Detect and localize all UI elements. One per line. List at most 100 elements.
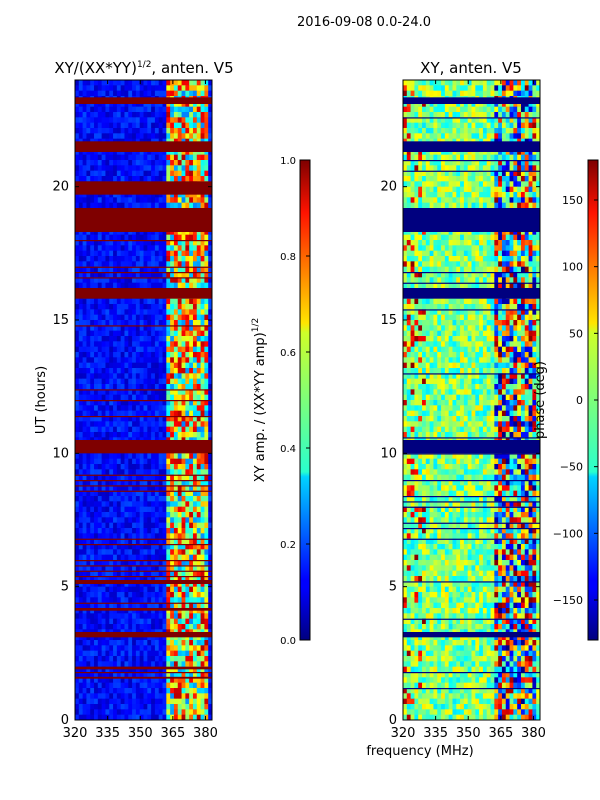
heatmap-cell bbox=[94, 672, 99, 678]
heatmap-cell bbox=[132, 357, 137, 364]
heatmap-cell bbox=[189, 698, 194, 705]
heatmap-cell bbox=[196, 688, 201, 694]
heatmap-cell bbox=[139, 250, 144, 257]
heatmap-cell bbox=[97, 426, 103, 433]
heatmap-cell bbox=[192, 656, 198, 662]
heatmap-cell bbox=[177, 229, 182, 236]
heatmap-cell bbox=[75, 352, 80, 358]
heatmap-cell bbox=[158, 80, 163, 86]
heatmap-cell bbox=[196, 474, 201, 481]
heatmap-cell bbox=[132, 192, 137, 198]
heatmap-cell bbox=[433, 154, 438, 161]
heatmap-cell bbox=[177, 405, 182, 412]
heatmap-cell bbox=[173, 474, 179, 481]
heatmap-cell bbox=[113, 240, 118, 246]
heatmap-cell bbox=[196, 256, 201, 262]
heatmap-cell bbox=[208, 170, 213, 177]
heatmap-cell bbox=[132, 522, 137, 529]
heatmap-cell bbox=[185, 85, 190, 92]
heatmap-cell bbox=[82, 320, 87, 326]
heatmap-cell bbox=[181, 245, 186, 252]
heatmap-cell bbox=[109, 474, 114, 481]
heatmap-cell bbox=[414, 90, 419, 97]
heatmap-cell bbox=[109, 682, 114, 689]
heatmap-cell bbox=[139, 634, 144, 641]
heatmap-cell bbox=[177, 117, 182, 124]
heatmap-cell bbox=[97, 362, 103, 369]
heatmap-cell bbox=[501, 154, 507, 161]
heatmap-cell bbox=[120, 229, 125, 236]
heatmap-cell bbox=[425, 112, 431, 118]
heatmap-cell bbox=[86, 128, 91, 134]
heatmap-cell bbox=[120, 304, 125, 310]
heatmap-cell bbox=[116, 405, 122, 412]
heatmap-cell bbox=[132, 592, 137, 598]
heatmap-cell bbox=[120, 389, 125, 396]
heatmap-cell bbox=[135, 90, 141, 97]
heatmap-cell bbox=[90, 522, 95, 529]
heatmap-cell bbox=[105, 677, 110, 684]
heatmap-cell bbox=[403, 154, 408, 161]
heatmap-cell bbox=[120, 586, 125, 593]
heatmap-cell bbox=[196, 85, 201, 92]
heatmap-cell bbox=[135, 336, 141, 342]
heatmap-cell bbox=[452, 160, 457, 166]
heatmap-cell bbox=[97, 474, 103, 481]
heatmap-cell bbox=[185, 197, 190, 204]
heatmap-cell bbox=[120, 570, 125, 577]
heatmap-cell bbox=[147, 80, 152, 86]
heatmap-cell bbox=[441, 117, 446, 124]
heatmap-cell bbox=[143, 394, 148, 401]
heatmap-cell bbox=[143, 202, 148, 209]
heatmap-cell bbox=[113, 197, 118, 204]
heatmap-cell bbox=[143, 106, 148, 113]
heatmap-cell bbox=[90, 458, 95, 465]
heatmap-cell bbox=[166, 645, 171, 652]
heatmap-cell bbox=[132, 389, 137, 396]
heatmap-cell bbox=[208, 624, 213, 630]
heatmap-cell bbox=[196, 117, 201, 124]
heatmap-cell bbox=[520, 149, 526, 156]
heatmap-cell bbox=[132, 677, 137, 684]
heatmap-cell bbox=[158, 432, 163, 438]
heatmap-cell bbox=[162, 266, 167, 273]
heatmap-cell bbox=[78, 597, 84, 604]
heatmap-cell bbox=[166, 490, 171, 497]
heatmap-cell bbox=[456, 85, 461, 92]
heatmap-cell bbox=[170, 277, 175, 284]
heatmap-cell bbox=[120, 272, 125, 278]
heatmap-cell bbox=[90, 517, 95, 524]
heatmap-cell bbox=[82, 170, 87, 177]
heatmap-cell bbox=[204, 314, 209, 321]
heatmap-cell bbox=[200, 416, 205, 422]
heatmap-cell bbox=[143, 704, 148, 710]
heatmap-cell bbox=[139, 277, 144, 284]
heatmap-cell bbox=[410, 165, 415, 172]
heatmap-cell bbox=[479, 165, 484, 172]
heatmap-cell bbox=[113, 613, 118, 620]
heatmap-cell bbox=[204, 698, 209, 705]
heatmap-cell bbox=[158, 512, 163, 518]
heatmap-cell bbox=[109, 432, 114, 438]
heatmap-cell bbox=[109, 570, 114, 577]
heatmap-cell bbox=[105, 608, 110, 614]
heatmap-cell bbox=[151, 250, 156, 257]
heatmap-cell bbox=[185, 368, 190, 374]
heatmap-cell bbox=[109, 117, 114, 124]
heatmap-cell bbox=[94, 512, 99, 518]
heatmap-cell bbox=[94, 112, 99, 118]
heatmap-cell bbox=[433, 170, 438, 177]
heatmap-cell bbox=[101, 592, 106, 598]
heatmap-cell bbox=[147, 693, 152, 700]
heatmap-cell bbox=[151, 80, 156, 86]
heatmap-cell bbox=[139, 341, 144, 348]
heatmap-cell bbox=[185, 613, 190, 620]
heatmap-cell bbox=[135, 170, 141, 177]
heatmap-cell bbox=[166, 485, 171, 492]
heatmap-cell bbox=[124, 80, 129, 86]
heatmap-cell bbox=[181, 282, 186, 289]
heatmap-cell bbox=[200, 474, 205, 481]
heatmap-cell bbox=[109, 554, 114, 561]
heatmap-cell bbox=[86, 229, 91, 236]
heatmap-cell bbox=[166, 714, 171, 721]
